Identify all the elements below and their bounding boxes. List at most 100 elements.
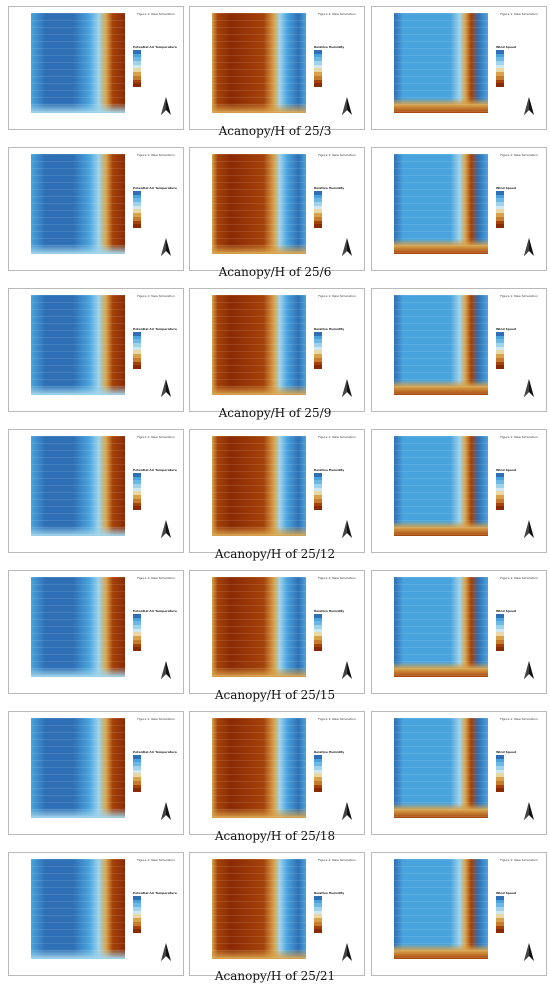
legend-swatch bbox=[496, 780, 504, 785]
legend-swatch bbox=[314, 343, 322, 347]
legend-swatch bbox=[496, 918, 504, 922]
humidity-heatmap bbox=[212, 295, 306, 395]
legend-swatch bbox=[496, 64, 504, 69]
row-caption: Acanopy/H of 25/9 bbox=[218, 406, 332, 420]
temperature-panel: Figure 1: New Simulation Potential Air Te… bbox=[8, 570, 184, 694]
legend-swatch bbox=[496, 79, 504, 84]
legend-swatch bbox=[133, 918, 141, 922]
legend-swatch bbox=[496, 758, 504, 763]
wind-heatmap bbox=[394, 577, 488, 677]
temperature-heatmap bbox=[31, 436, 125, 536]
legend-swatch bbox=[314, 896, 322, 900]
north-arrow-icon bbox=[342, 943, 352, 961]
legend-swatch bbox=[314, 766, 322, 770]
color-legend bbox=[133, 473, 141, 510]
humidity-heatmap bbox=[212, 13, 306, 113]
legend-title: Relative Humidity bbox=[314, 327, 345, 331]
legend-swatch bbox=[314, 755, 322, 759]
legend-swatch bbox=[133, 780, 141, 785]
legend-swatch bbox=[314, 773, 322, 778]
figure-row: Figure 1: New Simulation Potential Air Te… bbox=[0, 286, 550, 427]
legend-swatch bbox=[133, 907, 141, 911]
legend-swatch bbox=[314, 365, 322, 369]
legend-swatch bbox=[496, 50, 504, 54]
legend-swatch bbox=[133, 343, 141, 347]
legend-swatch bbox=[133, 632, 141, 637]
legend-title: Wind Speed bbox=[496, 327, 517, 331]
legend-swatch bbox=[496, 910, 504, 915]
legend-swatch bbox=[314, 487, 322, 492]
legend-swatch bbox=[133, 64, 141, 69]
legend-swatch bbox=[314, 205, 322, 210]
legend-swatch bbox=[133, 72, 141, 76]
humidity-panel: Figure 1: New Simulation Relative Humidit… bbox=[189, 6, 365, 130]
legend-swatch bbox=[496, 480, 504, 485]
wind-panel: Figure 1: New Simulation Wind Speed bbox=[371, 852, 547, 976]
legend-swatch bbox=[133, 365, 141, 369]
legend-swatch bbox=[133, 191, 141, 195]
wind-panel: Figure 1: New Simulation Wind Speed bbox=[371, 147, 547, 271]
legend-swatch bbox=[496, 621, 504, 626]
legend-swatch bbox=[314, 636, 322, 640]
legend-title: Relative Humidity bbox=[314, 609, 345, 613]
figure-title: Figure 1: New Simulation bbox=[137, 858, 175, 862]
legend-title: Wind Speed bbox=[496, 45, 517, 49]
legend-swatch bbox=[133, 350, 141, 355]
legend-title: Potential Air Temperature bbox=[133, 468, 177, 472]
legend-swatch bbox=[314, 53, 322, 58]
figure-row: Figure 1: New Simulation Potential Air Te… bbox=[0, 709, 550, 850]
wind-panel: Figure 1: New Simulation Wind Speed bbox=[371, 288, 547, 412]
color-legend bbox=[496, 614, 504, 651]
color-legend bbox=[496, 755, 504, 792]
legend-swatch bbox=[496, 491, 504, 496]
legend-swatch bbox=[314, 350, 322, 355]
humidity-panel: Figure 1: New Simulation Relative Humidit… bbox=[189, 711, 365, 835]
legend-swatch bbox=[133, 361, 141, 366]
legend-swatch bbox=[314, 216, 322, 221]
color-legend bbox=[133, 755, 141, 792]
legend-swatch bbox=[314, 64, 322, 69]
legend-swatch bbox=[133, 617, 141, 622]
temperature-panel: Figure 1: New Simulation Potential Air Te… bbox=[8, 288, 184, 412]
legend-swatch bbox=[314, 220, 322, 225]
north-arrow-icon bbox=[161, 238, 171, 256]
legend-swatch bbox=[314, 213, 322, 217]
legend-swatch bbox=[496, 643, 504, 648]
legend-swatch bbox=[314, 780, 322, 785]
figure-title: Figure 1: New Simulation bbox=[137, 435, 175, 439]
legend-swatch bbox=[496, 766, 504, 770]
figure-title: Figure 1: New Simulation bbox=[500, 576, 538, 580]
temperature-panel: Figure 1: New Simulation Potential Air Te… bbox=[8, 147, 184, 271]
north-arrow-icon bbox=[524, 520, 534, 538]
color-legend bbox=[314, 896, 322, 933]
legend-swatch bbox=[133, 777, 141, 781]
legend-swatch bbox=[496, 357, 504, 362]
legend-swatch bbox=[133, 769, 141, 774]
north-arrow-icon bbox=[161, 379, 171, 397]
legend-swatch bbox=[314, 925, 322, 930]
temperature-heatmap bbox=[31, 295, 125, 395]
legend-swatch bbox=[314, 72, 322, 76]
legend-swatch bbox=[314, 83, 322, 87]
legend-swatch bbox=[314, 625, 322, 629]
north-arrow-icon bbox=[342, 379, 352, 397]
figure-row: Figure 1: New Simulation Potential Air Te… bbox=[0, 4, 550, 145]
legend-swatch bbox=[133, 762, 141, 767]
legend-swatch bbox=[496, 929, 504, 933]
figure-title: Figure 1: New Simulation bbox=[137, 153, 175, 157]
legend-swatch bbox=[133, 213, 141, 217]
figure-title: Figure 1: New Simulation bbox=[318, 153, 356, 157]
legend-swatch bbox=[133, 625, 141, 629]
legend-swatch bbox=[496, 72, 504, 76]
figure-row: Figure 1: New Simulation Potential Air Te… bbox=[0, 145, 550, 286]
color-legend bbox=[133, 896, 141, 933]
humidity-panel: Figure 1: New Simulation Relative Humidit… bbox=[189, 429, 365, 553]
legend-swatch bbox=[314, 910, 322, 915]
legend-swatch bbox=[314, 495, 322, 499]
temperature-heatmap bbox=[31, 154, 125, 254]
legend-swatch bbox=[133, 925, 141, 930]
legend-swatch bbox=[133, 896, 141, 900]
legend-swatch bbox=[133, 357, 141, 362]
legend-swatch bbox=[133, 354, 141, 358]
legend-swatch bbox=[133, 929, 141, 933]
